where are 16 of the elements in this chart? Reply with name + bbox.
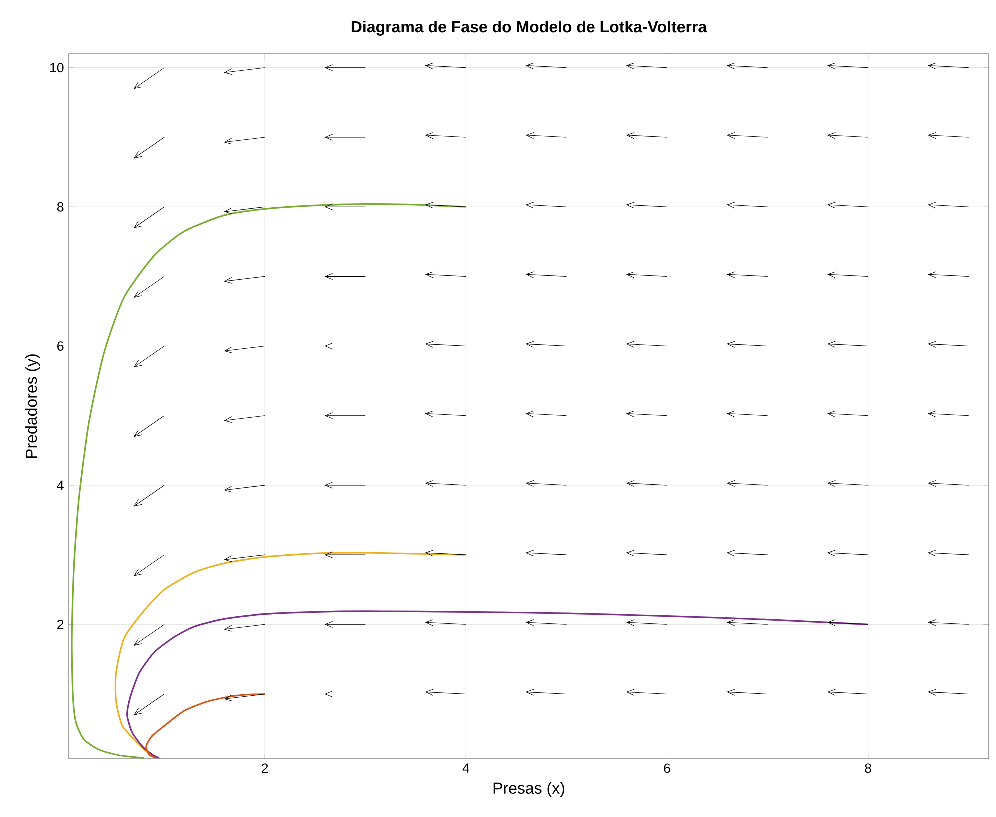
- y-tick-label: 4: [57, 480, 64, 490]
- x-tick-label: 4: [462, 764, 470, 773]
- line-series: [146, 693, 266, 759]
- y-tick-label: 2: [58, 620, 64, 630]
- y-axis-title: Predadores (y): [25, 354, 40, 458]
- line-series: [71, 204, 467, 759]
- x-tick-label: 6: [664, 764, 670, 774]
- x-tick-label: 2: [262, 764, 268, 774]
- y-tick-label: 10: [50, 63, 64, 73]
- line-series: [114, 552, 467, 758]
- x-axis-title: Presas (x): [494, 782, 564, 798]
- chart-title: Diagrama de Fase do Modelo de Lotka-Volterra: [352, 20, 708, 36]
- y-tick-label: 6: [58, 342, 64, 352]
- y-tick-label: 8: [57, 202, 64, 212]
- x-tick-label: 8: [865, 764, 872, 774]
- line-series: [126, 610, 870, 759]
